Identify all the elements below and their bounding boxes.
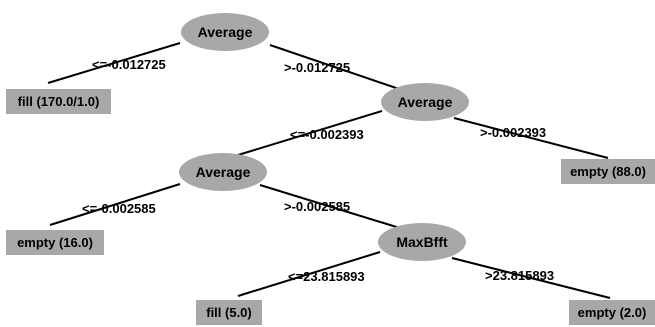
leaf-node-box — [6, 230, 104, 255]
edge-line — [451, 257, 611, 299]
edge-line — [237, 251, 381, 297]
leaf-node: empty (16.0) — [6, 230, 104, 255]
decision-node: Average — [179, 153, 267, 191]
leaf-node-label: empty (88.0) — [570, 164, 646, 179]
decision-node: Average — [381, 83, 469, 121]
decision-node-label: Average — [398, 94, 453, 110]
edge-label: >-0.002393 — [480, 125, 546, 140]
edge-label: >-0.002585 — [284, 199, 350, 214]
leaf-node-box — [569, 300, 655, 325]
decision-node-label: Average — [198, 24, 253, 40]
edge-label: <=-0.002393 — [290, 127, 364, 142]
edge-line — [237, 110, 383, 156]
decision-node-label: Average — [196, 164, 251, 180]
edge-labels: <=-0.012725 >-0.012725 <=-0.002393 >-0.0… — [82, 57, 554, 284]
decision-node: Average — [181, 13, 269, 51]
decision-node-shape — [378, 223, 466, 261]
edge-label: >23.815893 — [485, 268, 554, 283]
leaf-node: empty (2.0) — [569, 300, 655, 325]
decision-node-label: MaxBfft — [396, 234, 448, 250]
edge-label: <=-0.012725 — [92, 57, 166, 72]
leaf-node-box — [6, 89, 111, 114]
edge-line — [453, 117, 609, 159]
leaf-node-box — [196, 300, 262, 325]
leaf-node: fill (5.0) — [196, 300, 262, 325]
decision-node-shape — [179, 153, 267, 191]
edge-line — [259, 184, 404, 230]
leaf-node-label: empty (16.0) — [17, 235, 93, 250]
leaf-node-label: fill (5.0) — [206, 305, 252, 320]
leaf-node: empty (88.0) — [561, 159, 655, 184]
edge-label: <=23.815893 — [288, 269, 365, 284]
tree-edges — [47, 42, 611, 299]
edge-label: <=-0.002585 — [82, 201, 156, 216]
edge-line — [49, 183, 181, 226]
edge-line — [47, 42, 181, 84]
leaf-node: fill (170.0/1.0) — [6, 89, 111, 114]
leaf-node-label: fill (170.0/1.0) — [18, 94, 100, 109]
decision-node-shape — [181, 13, 269, 51]
leaf-node-label: empty (2.0) — [578, 305, 647, 320]
decision-node-shape — [381, 83, 469, 121]
edge-line — [269, 44, 403, 91]
decision-node: MaxBfft — [378, 223, 466, 261]
leaf-node-box — [561, 159, 655, 184]
edge-label: >-0.012725 — [284, 60, 350, 75]
